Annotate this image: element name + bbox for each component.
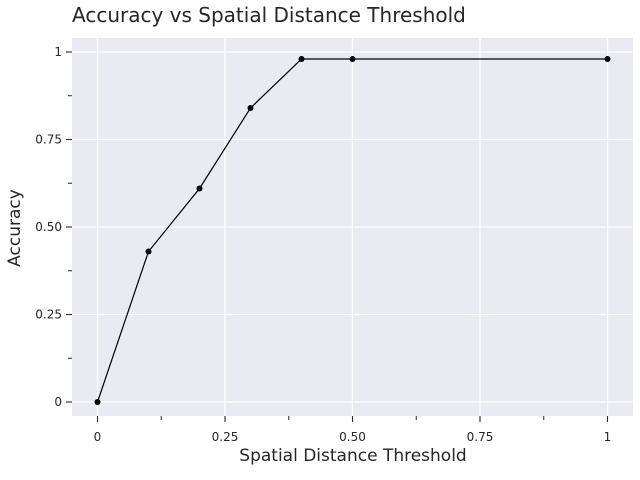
data-point [145,248,152,255]
data-point [196,185,203,192]
y-axis-label: Accuracy [5,189,25,267]
data-point [604,56,611,62]
chart-title: Accuracy vs Spatial Distance Threshold [72,3,466,27]
grid-lines [72,38,633,416]
series-accuracy [94,56,611,405]
x-axis-label: Spatial Distance Threshold [239,446,467,466]
data-point [94,399,101,405]
y-tick-label: 0.25 [35,308,62,322]
y-tick-label: 0.75 [35,133,62,147]
y-tick-label: 1 [54,45,62,59]
x-tick-label: 0 [94,430,102,444]
x-tick-label: 0.25 [212,430,239,444]
axis-ticks: 0 0.25 0.50 0.75 1 0 0.25 0.50 0.75 1 [35,45,611,444]
x-tick-label: 1 [604,430,612,444]
y-tick-label: 0 [54,395,62,409]
x-tick-label: 0.50 [339,430,366,444]
x-tick-label: 0.75 [467,430,494,444]
y-tick-label: 0.50 [35,220,62,234]
data-point [247,105,254,111]
data-point [298,56,305,62]
data-point [349,56,356,62]
